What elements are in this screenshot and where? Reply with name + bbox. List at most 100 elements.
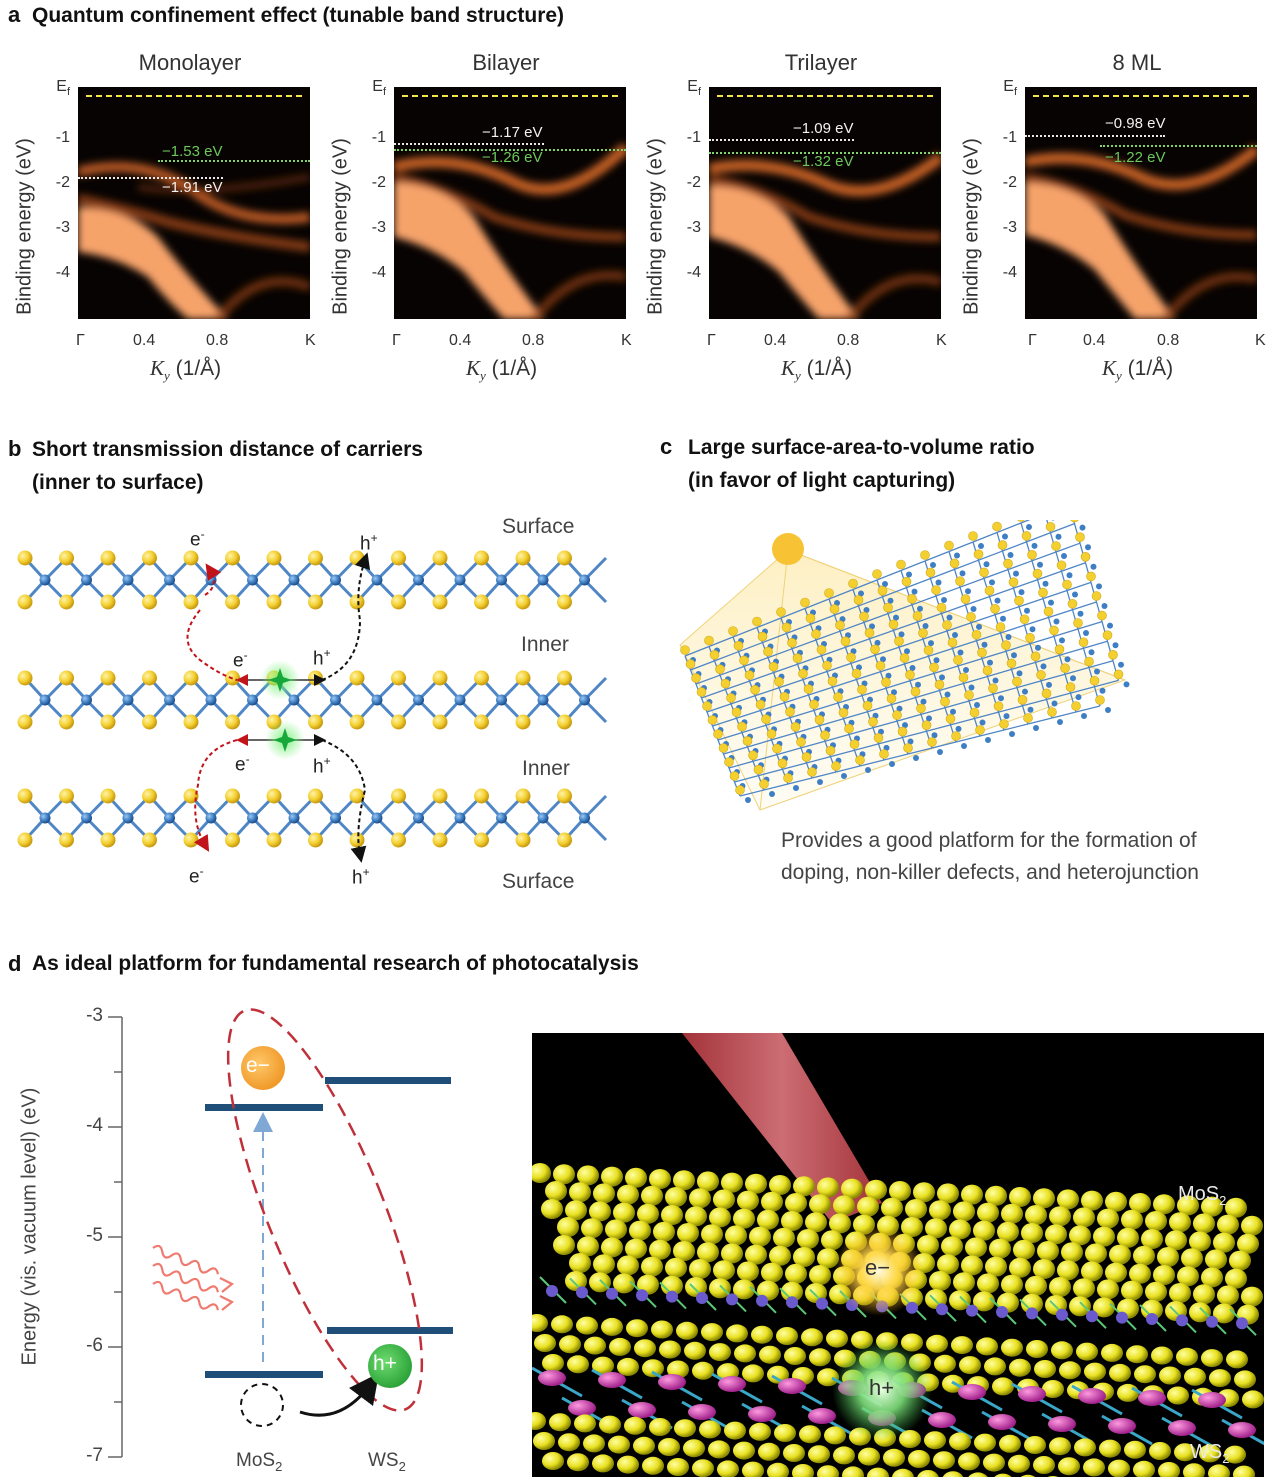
sulfur-atom [515, 788, 531, 804]
metal-atom [164, 694, 175, 706]
heterostructure-illustration [532, 1033, 1264, 1477]
panel-a-title: Quantum confinement effect (tunable band… [32, 4, 565, 27]
green-dotted-line [1100, 145, 1257, 147]
x-tick: K [305, 332, 316, 349]
panel-c-title-line2: (in favor of light capturing) [688, 469, 956, 492]
arpes-spectrum: −1.09 eV −1.32 eV [709, 87, 941, 319]
sulfur-atom [266, 788, 282, 804]
metal-atom [164, 574, 175, 586]
metal-atom [81, 574, 92, 586]
y-tick: -1 [1002, 129, 1017, 146]
electron-label: e- [233, 648, 248, 672]
white-dotted-line [1025, 135, 1165, 137]
energy-tick: -3 [86, 1005, 103, 1026]
green-energy-label: −1.26 eV [482, 149, 543, 166]
metal-atom [39, 574, 51, 586]
sulfur-atom [391, 550, 406, 566]
sulfur-atom [515, 594, 531, 610]
metal-atom [371, 574, 383, 586]
panel-b-title-line2: (inner to surface) [32, 471, 204, 494]
metal-atom [330, 812, 341, 824]
sulfur-atom [557, 550, 572, 566]
metal-atom [454, 694, 466, 706]
arpes-spectrum: −1.17 eV −1.26 eV [394, 87, 626, 319]
sulfur-atom [391, 670, 406, 686]
white-dotted-line [78, 177, 223, 179]
layer-label-surface-bottom: Surface [502, 870, 575, 893]
ws2-label: WS2 [368, 1450, 406, 1474]
panel-c-caption-line1: Provides a good platform for the formati… [781, 829, 1197, 852]
metal-atom [81, 694, 92, 706]
sulfur-atom [432, 670, 448, 686]
sulfur-atom [474, 594, 489, 610]
plot-title: Bilayer [472, 50, 540, 75]
metal-atom [579, 812, 590, 824]
layer-label-inner-2: Inner [522, 757, 570, 780]
electron-label: e- [190, 527, 205, 551]
metal-atom [247, 574, 258, 586]
y-tick: -3 [1002, 219, 1017, 236]
y-tick: -3 [686, 219, 701, 236]
sulfur-atom [557, 670, 572, 686]
green-energy-label: −1.53 eV [162, 143, 223, 160]
hole-transfer-arrow [299, 1373, 380, 1417]
metal-atom [537, 812, 549, 824]
metal-atom [39, 694, 51, 706]
sulfur-atom [142, 788, 157, 804]
sulfur-atom [308, 594, 323, 610]
x-tick: K [1255, 332, 1266, 349]
metal-atom [205, 694, 217, 706]
metal-atom [164, 812, 175, 824]
ef-tick: Ef [687, 78, 701, 99]
sulfur-atom [183, 832, 199, 848]
electron-arrow-down [194, 739, 238, 852]
sulfur-atom [515, 550, 531, 566]
plot-title: Trilayer [784, 50, 858, 75]
y-tick: -1 [686, 129, 701, 146]
hole-label: h+ [352, 865, 370, 889]
x-tick: Γ [1028, 332, 1037, 349]
ws2-conduction-band [325, 1077, 451, 1084]
sulfur-atom [183, 670, 199, 686]
green-energy-label: −1.32 eV [793, 153, 854, 170]
metal-atom [496, 574, 507, 586]
metal-atom [330, 574, 341, 586]
x-tick: 0.8 [1157, 332, 1180, 349]
sulfur-atom [17, 714, 33, 730]
panel-c-label: c [660, 434, 673, 459]
sulfur-atom [474, 714, 489, 730]
y-axis-label: Binding energy (eV) [329, 138, 352, 315]
sulfur-atom [142, 670, 157, 686]
layered-crystal-diagram [17, 550, 608, 863]
hole-label: h+ [360, 531, 378, 555]
sulfur-atom [557, 832, 572, 848]
x-tick: 0.8 [206, 332, 229, 349]
y-tick: -3 [371, 219, 386, 236]
energy-tick: -5 [86, 1225, 103, 1246]
hole-ball-label: h+ [373, 1352, 397, 1375]
white-energy-label: −1.09 eV [793, 120, 854, 137]
sulfur-atom [515, 714, 531, 730]
sulfur-atom [474, 832, 489, 848]
sulfur-atom [391, 714, 406, 730]
arpes-plot-bilayer: Bilayer Binding energy (eV) Ef -1 -2 -3 … [316, 50, 636, 390]
green-dotted-line [394, 149, 626, 151]
y-tick: -4 [55, 264, 70, 281]
white-energy-label: −1.17 eV [482, 124, 543, 141]
sulfur-atom [308, 550, 323, 566]
sulfur-atom [183, 594, 199, 610]
sulfur-atom [266, 550, 282, 566]
sulfur-atom [17, 550, 33, 566]
arpes-spectrum: −0.98 eV −1.22 eV [1025, 87, 1257, 319]
hole-label: h+ [313, 754, 331, 778]
sulfur-atom [349, 594, 365, 610]
sulfur-atom [100, 670, 116, 686]
x-tick: K [621, 332, 632, 349]
sulfur-atom [349, 714, 365, 730]
sulfur-atom [183, 550, 199, 566]
metal-atom [247, 812, 258, 824]
sun-icon [772, 533, 804, 565]
sulfur-atom [266, 594, 282, 610]
metal-atom [371, 812, 383, 824]
layer-label-surface-top: Surface [502, 515, 575, 538]
